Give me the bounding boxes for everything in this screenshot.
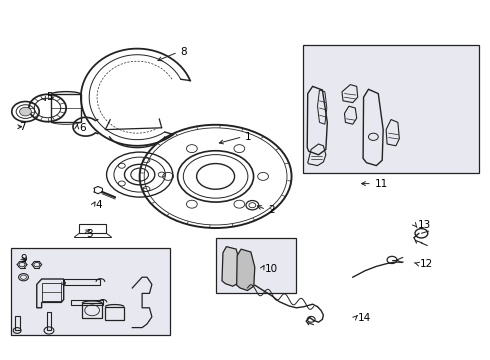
Text: 8: 8 bbox=[180, 47, 187, 57]
Text: 9: 9 bbox=[21, 254, 27, 264]
Bar bbox=[216, 238, 296, 293]
Bar bbox=[82, 303, 102, 318]
Text: 2: 2 bbox=[269, 204, 275, 215]
Bar bbox=[64, 279, 100, 285]
Text: 14: 14 bbox=[358, 312, 371, 323]
Polygon shape bbox=[222, 247, 240, 286]
Bar bbox=[303, 45, 479, 173]
Bar bbox=[15, 316, 20, 330]
Text: 5: 5 bbox=[46, 92, 53, 102]
Bar bbox=[79, 224, 106, 233]
Bar bbox=[47, 312, 51, 330]
Text: 6: 6 bbox=[79, 123, 86, 133]
Text: 4: 4 bbox=[96, 200, 102, 210]
Polygon shape bbox=[237, 249, 255, 291]
Bar bbox=[71, 300, 103, 305]
Bar bbox=[51, 94, 81, 122]
Bar bbox=[11, 248, 170, 335]
Text: 1: 1 bbox=[245, 132, 252, 142]
Text: 7: 7 bbox=[19, 122, 25, 132]
Text: 11: 11 bbox=[374, 179, 388, 189]
Text: 10: 10 bbox=[265, 264, 278, 274]
Text: 12: 12 bbox=[419, 258, 433, 269]
Text: 13: 13 bbox=[417, 220, 431, 230]
Circle shape bbox=[20, 107, 31, 116]
Bar bbox=[105, 307, 124, 320]
Text: 3: 3 bbox=[86, 229, 93, 239]
